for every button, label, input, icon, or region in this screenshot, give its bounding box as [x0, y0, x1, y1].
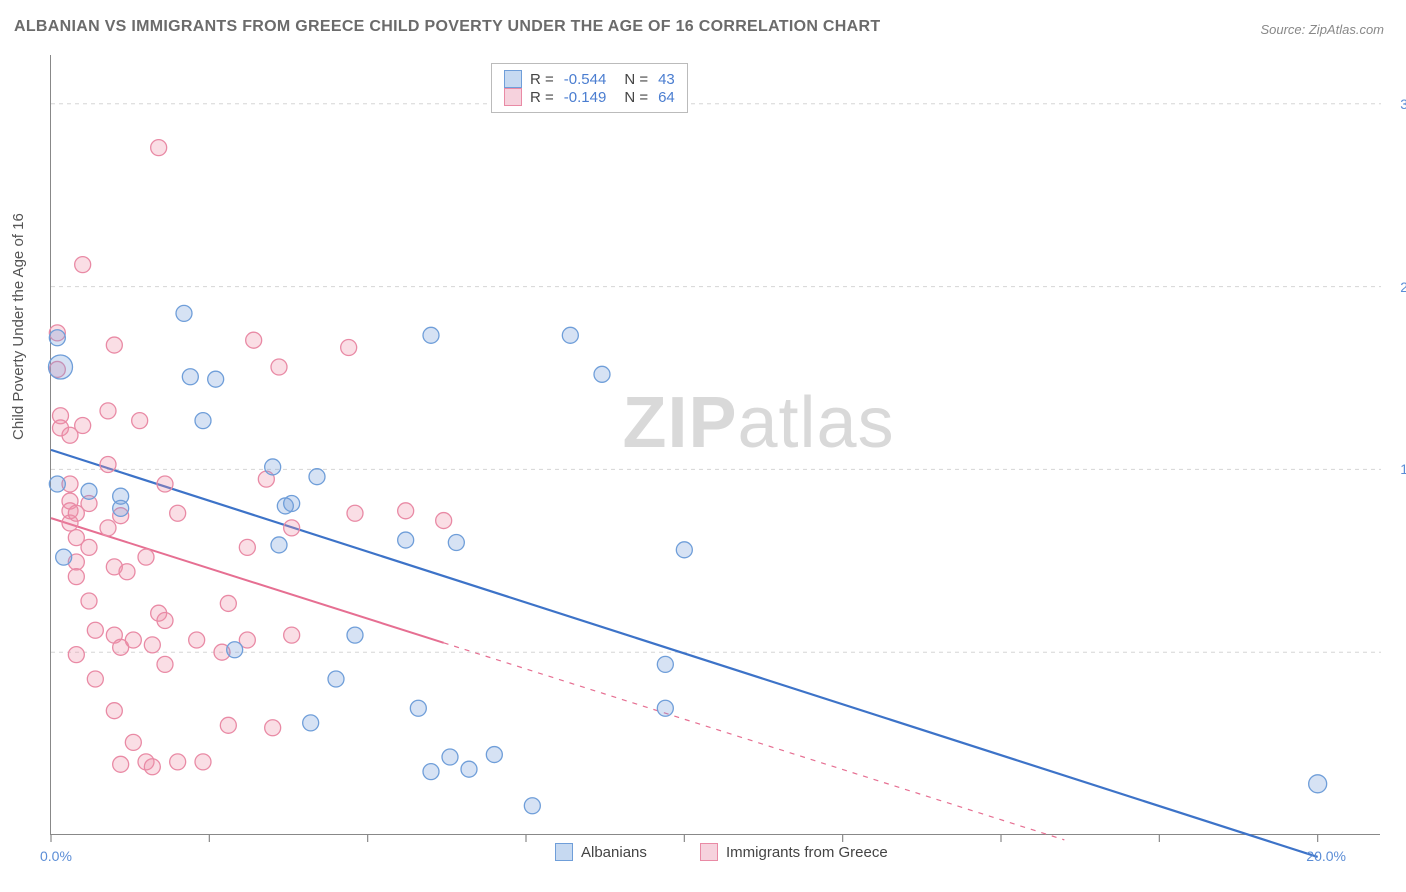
greece-legend-label: Immigrants from Greece [726, 844, 888, 861]
stats-legend-box: R = -0.544 N = 43 R = -0.149 N = 64 [491, 63, 688, 113]
albanians-legend-label: Albanians [581, 844, 647, 861]
greece-swatch-icon [700, 843, 718, 861]
albanians-n-value: 43 [658, 71, 675, 88]
plot-area: ZIPatlas 7.5%15.0%22.5%30.0% R = -0.544 … [50, 55, 1380, 835]
n-label: N = [624, 71, 648, 88]
chart-title: ALBANIAN VS IMMIGRANTS FROM GREECE CHILD… [14, 18, 880, 36]
r-label: R = [530, 89, 554, 106]
bottom-legend-greece: Immigrants from Greece [700, 843, 888, 861]
r-label: R = [530, 71, 554, 88]
y-axis-label: Child Poverty Under the Age of 16 [10, 213, 27, 440]
albanians-swatch-icon [504, 70, 522, 88]
y-tick-label: 22.5% [1400, 279, 1406, 295]
greece-swatch-icon [504, 88, 522, 106]
greece-r-value: -0.149 [564, 89, 607, 106]
n-label: N = [624, 89, 648, 106]
chart-svg [51, 55, 1380, 834]
y-tick-label: 30.0% [1400, 96, 1406, 112]
albanians-r-value: -0.544 [564, 71, 607, 88]
bottom-legend-albanians: Albanians [555, 843, 647, 861]
greece-n-value: 64 [658, 89, 675, 106]
source-label: Source: ZipAtlas.com [1260, 22, 1384, 37]
albanians-swatch-icon [555, 843, 573, 861]
x-axis-max-label: 20.0% [1306, 848, 1346, 864]
stats-row-albanians: R = -0.544 N = 43 [504, 70, 675, 88]
x-axis-min-label: 0.0% [40, 848, 72, 864]
stats-row-greece: R = -0.149 N = 64 [504, 88, 675, 106]
y-tick-label: 15.0% [1400, 461, 1406, 477]
